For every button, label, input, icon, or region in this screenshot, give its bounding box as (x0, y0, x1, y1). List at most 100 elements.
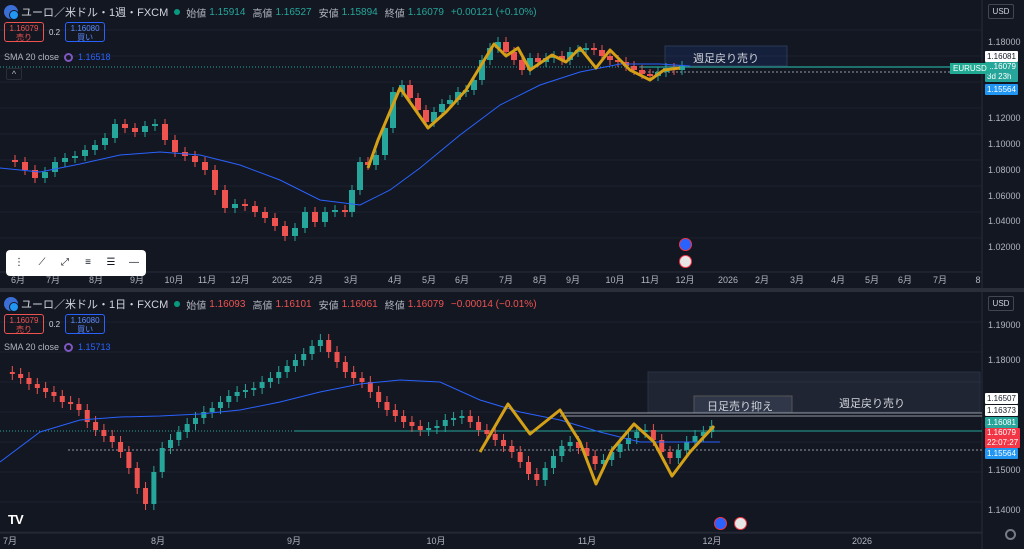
change-value: −0.00014 (−0.01%) (450, 298, 537, 310)
low-value: 1.16061 (341, 298, 378, 310)
y-tick-label: 1.04000 (988, 216, 1021, 226)
collapse-legend-button[interactable]: ^ (6, 68, 22, 80)
daily-chart-pane[interactable]: 1.19000 1.18000 1.15000 1.14000 7月 8月 9月 10月 11月… (0, 292, 1024, 549)
candle-body (526, 462, 532, 474)
candle-body (550, 456, 556, 468)
indicator-settings-icon[interactable] (64, 342, 74, 352)
candle-body (82, 150, 88, 156)
fib-icon[interactable]: ☰ (106, 257, 116, 268)
candle-body (634, 432, 640, 438)
pane-separator[interactable] (0, 288, 1024, 292)
drag-handle-icon[interactable]: ⋮ (14, 257, 24, 268)
close-label: 終値 (384, 8, 405, 20)
candle-body (617, 444, 623, 452)
candle-body (479, 60, 485, 80)
buy-button[interactable]: 1.16080 買い (65, 314, 106, 334)
candle-body (176, 432, 182, 440)
candle-body (312, 212, 318, 222)
candle-body (509, 446, 515, 452)
candle-body (390, 92, 396, 128)
candle-body (534, 474, 540, 480)
candle-body (415, 98, 421, 110)
us-flag-event-icon[interactable] (679, 255, 692, 268)
candle-body (284, 366, 290, 372)
candle-body (439, 104, 445, 112)
x-tick-label: 8月 (89, 275, 103, 285)
close-label: 終値 (384, 300, 405, 312)
x-tick-label: 11月 (198, 275, 216, 285)
indicator-settings-icon[interactable] (64, 52, 74, 62)
weekly-chart-pane[interactable]: 1.18000 1.12000 1.10000 1.08000 1.06000 1.040… (0, 0, 1024, 288)
candle-body (301, 354, 307, 360)
market-open-icon (174, 301, 181, 307)
horizontal-line-icon[interactable]: — (129, 257, 139, 268)
candle-body (76, 404, 82, 410)
candle-body (357, 162, 363, 190)
candle-body (226, 396, 232, 402)
candle-body (292, 360, 298, 366)
candle-body (607, 56, 613, 60)
candle-body (365, 162, 371, 165)
currency-selector[interactable]: USD (988, 4, 1014, 19)
spread-value: 0.2 (49, 319, 61, 329)
weekly-annotation[interactable]: 週足戻り売り (839, 398, 905, 410)
candle-body (342, 210, 348, 212)
candle-body (495, 42, 501, 48)
candle-body (392, 410, 398, 416)
price-label-current: 1.16079 22:07:27 (985, 428, 1021, 448)
price-label-high: 1.16081 (985, 417, 1018, 428)
candle-body (647, 74, 653, 76)
candle-body (434, 426, 440, 428)
price-label-current: 1.16079 3d 23h (985, 62, 1018, 82)
us-flag-event-icon[interactable] (734, 517, 747, 530)
symbol-title[interactable]: ユーロ／米ドル・1週・FXCM (21, 7, 169, 19)
candle-body (326, 340, 332, 352)
y-tick-label: 1.06000 (988, 191, 1021, 201)
weekly-annotation-box (664, 45, 788, 67)
candle-body (476, 422, 482, 430)
sma-legend[interactable]: SMA 20 close 1.15713 (4, 342, 111, 352)
daily-chart-canvas[interactable]: 1.19000 1.18000 1.15000 1.14000 7月 8月 9月 10月 11月… (0, 292, 1024, 549)
economic-event-icon[interactable] (714, 517, 727, 530)
y-tick-label: 1.19000 (988, 320, 1021, 330)
candle-body (222, 190, 228, 208)
candle-body (192, 418, 198, 424)
weekly-legend: ユーロ／米ドル・1週・FXCM 始値 1.15914 高値 1.16527 安値 1.… (4, 4, 541, 20)
trendline-icon[interactable]: ⟋ (38, 257, 46, 268)
candle-body (259, 382, 265, 388)
candle-body (349, 190, 355, 212)
buy-button[interactable]: 1.16080 買い (65, 22, 106, 42)
economic-event-icon[interactable] (679, 238, 692, 251)
weekly-chart-canvas[interactable]: 1.18000 1.12000 1.10000 1.08000 1.06000 1.040… (0, 0, 1024, 288)
high-label: 高値 (252, 8, 273, 20)
sma-value: 1.15713 (78, 342, 111, 352)
low-label: 安値 (318, 300, 339, 312)
ray-icon[interactable]: ⤢ (61, 257, 69, 268)
x-tick-label: 7月 (499, 275, 513, 285)
settings-gear-icon[interactable] (1005, 529, 1016, 540)
x-tick-label: 11月 (641, 275, 659, 285)
symbol-title[interactable]: ユーロ／米ドル・1日・FXCM (21, 299, 169, 311)
candle-body (517, 452, 523, 462)
sma-legend[interactable]: SMA 20 close 1.16518 (4, 52, 111, 62)
candle-body (675, 450, 681, 458)
candle-body (18, 374, 24, 378)
high-label: 高値 (252, 300, 273, 312)
x-tick-label: 2025 (272, 275, 292, 285)
low-value: 1.15894 (341, 6, 378, 18)
y-tick-label: 1.14000 (988, 505, 1021, 515)
candle-body (159, 448, 165, 472)
candle-body (109, 436, 115, 442)
candle-body (152, 124, 158, 126)
weekly-annotation[interactable]: 週足戻り売り (693, 53, 759, 65)
sell-button[interactable]: 1.16079 売り (4, 22, 44, 42)
parallel-channel-icon[interactable]: ≡ (85, 257, 91, 268)
sell-button[interactable]: 1.16079 売り (4, 314, 44, 334)
daily-annotation[interactable]: 日足売り抑え (707, 401, 773, 413)
candle-body (292, 228, 298, 236)
currency-selector[interactable]: USD (988, 296, 1014, 311)
candle-body (132, 128, 138, 132)
y-tick-label: 1.18000 (988, 355, 1021, 365)
candle-body (102, 138, 108, 145)
x-tick-label: 8 (975, 275, 980, 285)
